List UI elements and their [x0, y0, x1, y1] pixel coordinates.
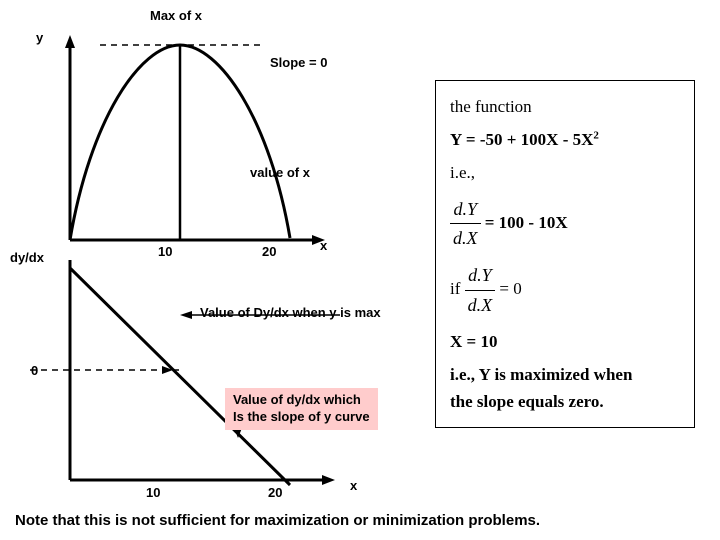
y-axis-label: y [36, 30, 43, 45]
math-l3: i.e., [450, 159, 680, 186]
footnote: Note that this is not sufficient for max… [15, 512, 540, 529]
bottom-x-label: x [350, 478, 357, 493]
derivative-box-line2: Is the slope of y curve [233, 409, 370, 426]
value-of-x-label: value of x [250, 165, 310, 180]
math-l4: d.Y d.X = 100 - 10X [450, 195, 680, 254]
top-tick-20: 20 [262, 244, 276, 259]
slope-label: Slope = 0 [270, 55, 327, 70]
zero-label: 0 [31, 363, 38, 378]
bottom-tick-10: 10 [146, 485, 160, 500]
top-x-label: x [320, 238, 327, 253]
math-l1: the function [450, 93, 680, 120]
math-l2: Y = -50 + 100X - 5X2 [450, 126, 680, 153]
derivative-box: Value of dy/dx which Is the slope of y c… [225, 388, 378, 430]
math-box: the function Y = -50 + 100X - 5X2 i.e., … [435, 80, 695, 428]
math-l7: i.e., Y is maximized when [450, 361, 680, 388]
mid-text: Value of Dy/dx when y is max [200, 305, 381, 320]
top-parabola-chart [30, 0, 370, 260]
math-l5: if d.Y d.X = 0 [450, 261, 680, 320]
math-l8: the slope equals zero. [450, 388, 680, 415]
top-chart-title: Max of x [150, 8, 202, 23]
bottom-line-chart [30, 260, 390, 510]
derivative-box-line1: Value of dy/dx which [233, 392, 370, 409]
top-tick-10: 10 [158, 244, 172, 259]
bottom-tick-20: 20 [268, 485, 282, 500]
math-l6: X = 10 [450, 328, 680, 355]
